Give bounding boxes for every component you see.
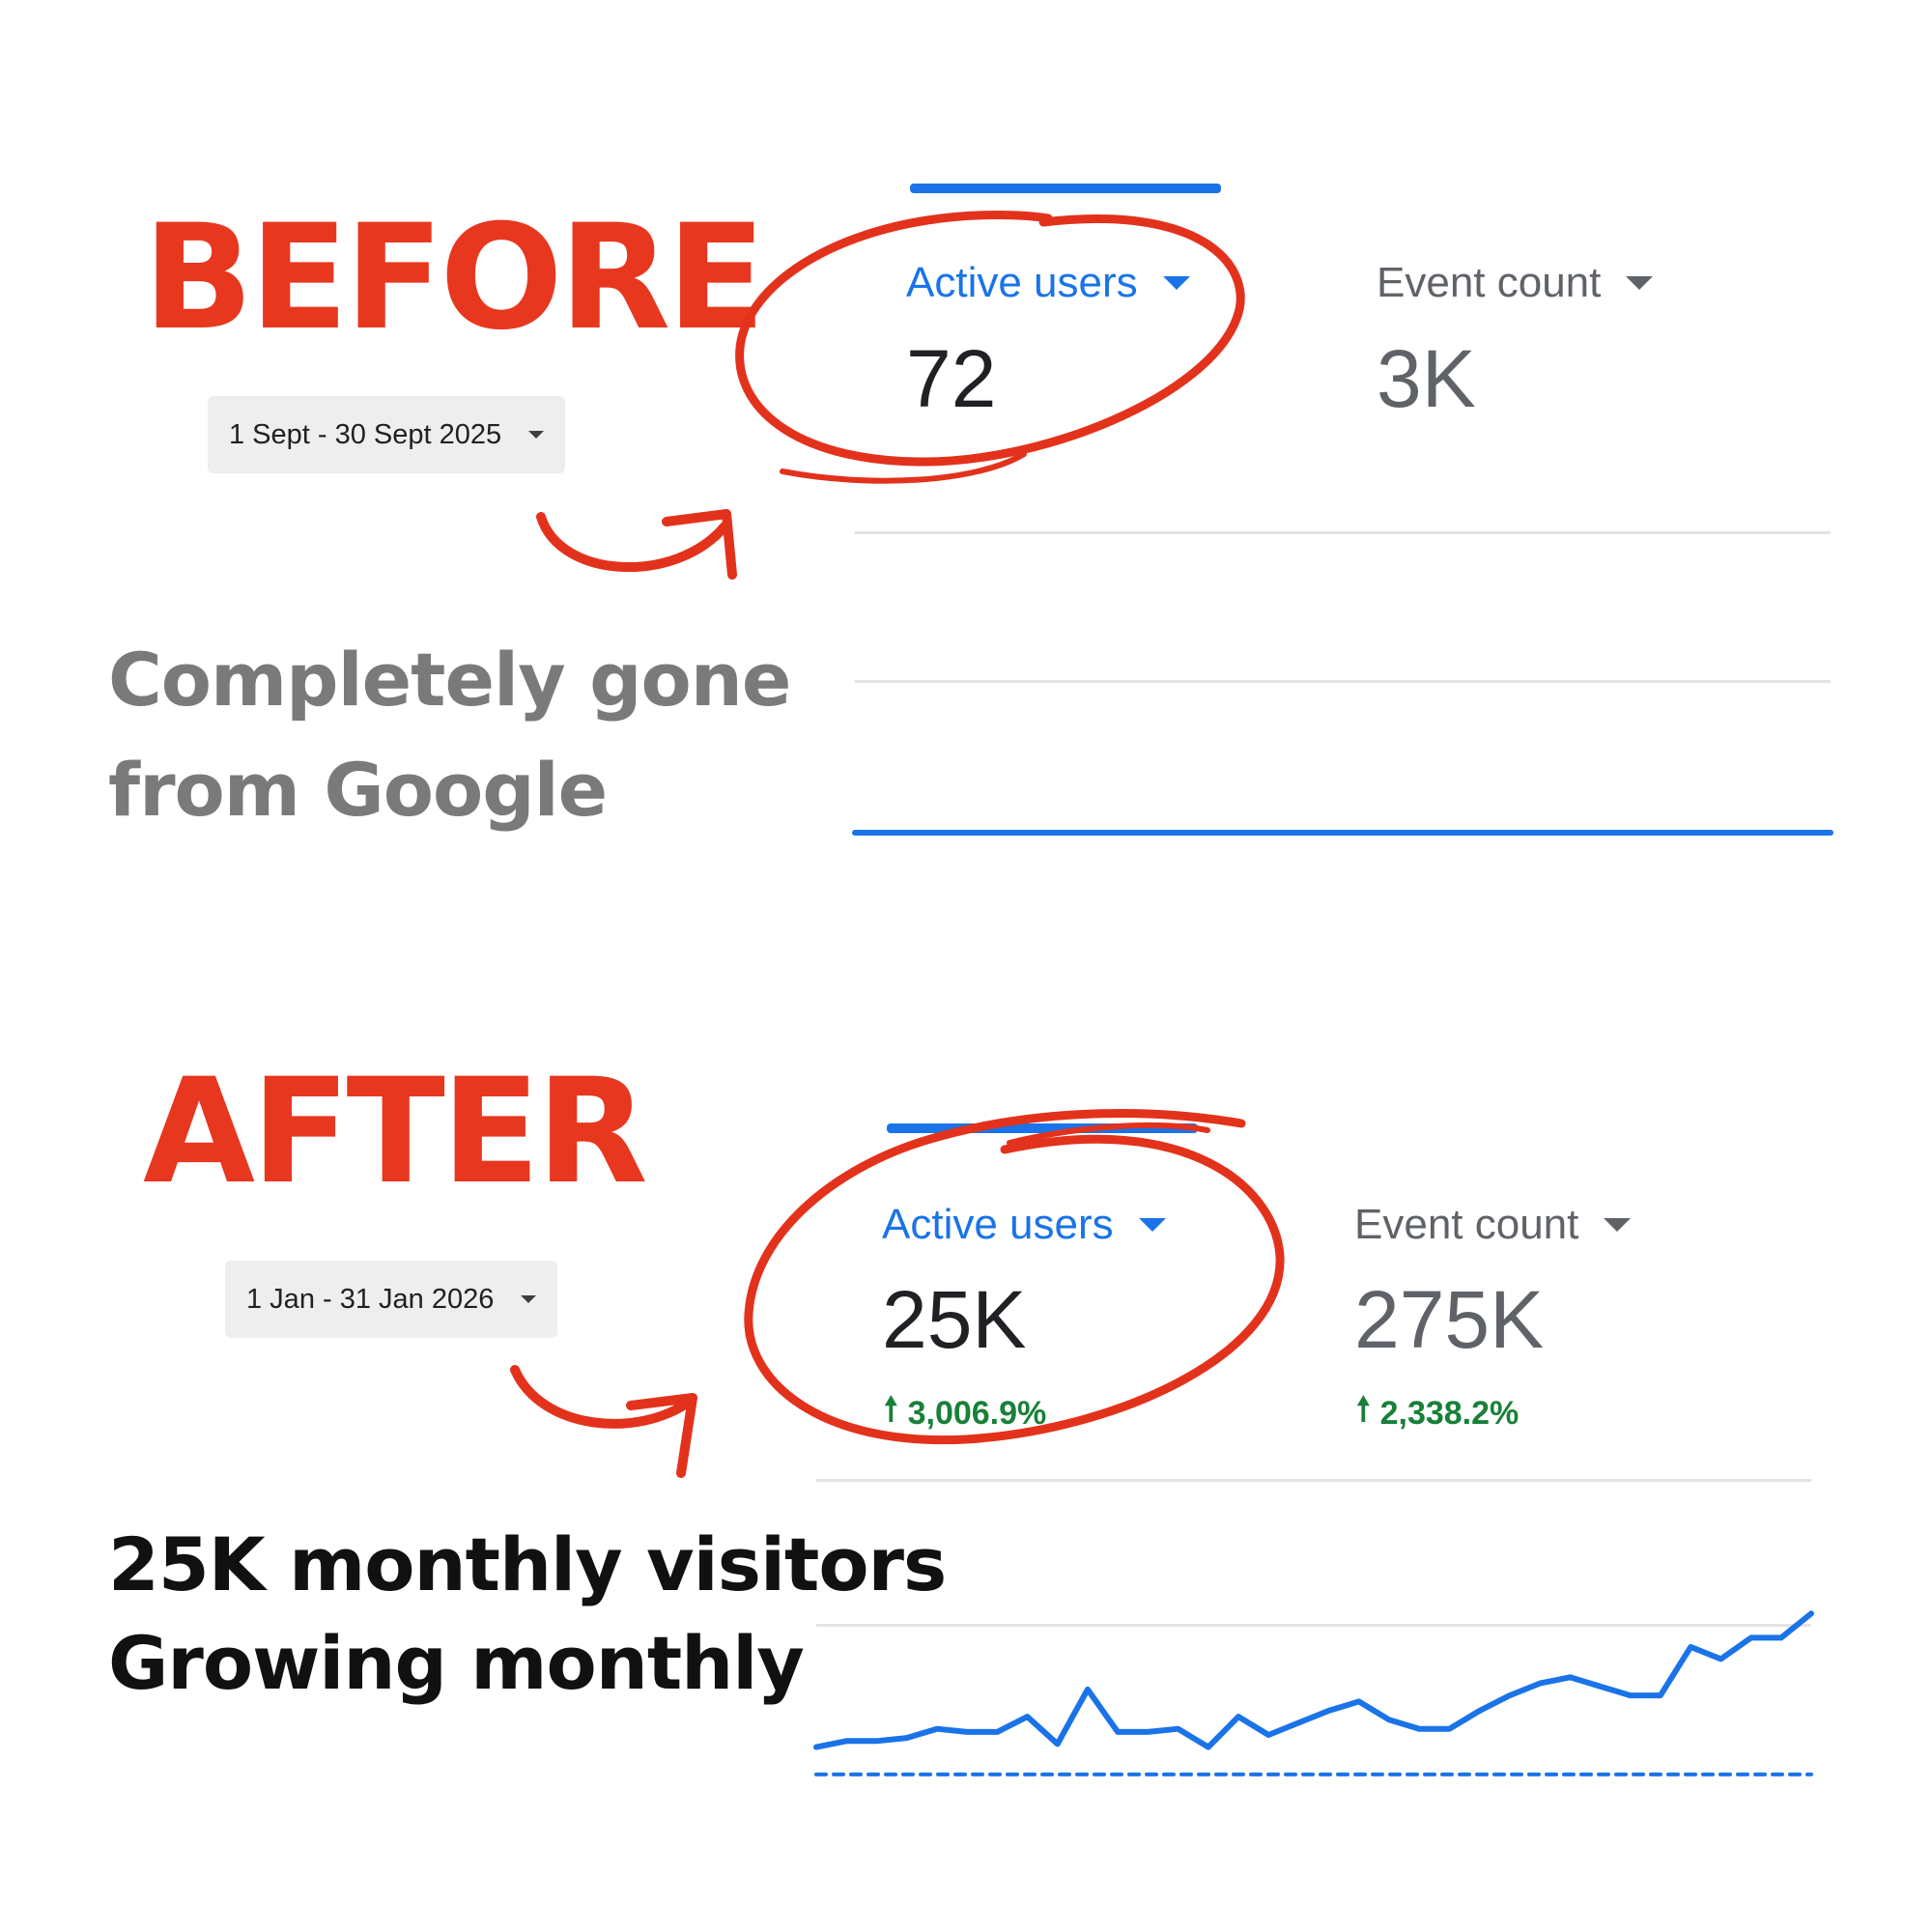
- after-caption-line-1: 25K monthly visitors: [108, 1521, 947, 1607]
- after-caption-line-2: Growing monthly: [108, 1620, 805, 1706]
- chevron-down-icon: [1604, 1218, 1632, 1232]
- curved-arrow-icon: [536, 512, 729, 573]
- circle-annotation: [780, 451, 1027, 484]
- after-date-range-selector[interactable]: 1 Jan - 31 Jan 2026: [225, 1261, 558, 1338]
- after-active-users-change: 🠕 3,006.9%: [884, 1386, 1046, 1441]
- metric-label: Event count: [1354, 1201, 1579, 1248]
- arrow-up-icon: 🠕: [884, 1391, 898, 1428]
- chevron-down-icon: [1626, 276, 1654, 290]
- after-series-line: [813, 1610, 1814, 1750]
- after-active-users-tab[interactable]: Active users: [882, 1201, 1166, 1249]
- curved-arrow-icon: [510, 1365, 696, 1429]
- after-headline: AFTER: [143, 1048, 648, 1216]
- before-headline: BEFORE: [143, 194, 766, 362]
- date-range-label: 1 Jan - 31 Jan 2026: [246, 1283, 495, 1315]
- date-range-label: 1 Sept - 30 Sept 2025: [229, 418, 502, 450]
- before-chart-gridline: [855, 680, 1831, 683]
- metric-label: Active users: [882, 1201, 1114, 1248]
- chevron-down-icon: [1162, 276, 1190, 290]
- chevron-down-icon: [1138, 1218, 1166, 1232]
- after-chart-gridline: [816, 1479, 1811, 1482]
- change-percentage: 3,006.9%: [907, 1395, 1047, 1432]
- after-active-users-value: 25K: [882, 1274, 1027, 1365]
- chevron-down-icon: [528, 431, 545, 439]
- curved-arrow-icon: [662, 509, 737, 580]
- metric-label: Event count: [1377, 259, 1602, 306]
- chevron-down-icon: [521, 1295, 537, 1303]
- circle-annotation: [744, 1109, 1285, 1445]
- arrow-up-icon: 🠕: [1356, 1391, 1371, 1428]
- before-caption-line-2: from Google: [108, 747, 608, 833]
- before-active-users-tab[interactable]: Active users: [906, 259, 1190, 307]
- after-event-count-tab[interactable]: Event count: [1354, 1201, 1632, 1249]
- curved-arrow-icon: [626, 1393, 697, 1478]
- circle-annotation: [735, 211, 1245, 467]
- after-event-count-change: 🠕 2,338.2%: [1356, 1386, 1519, 1441]
- before-chart-gridline: [855, 531, 1831, 534]
- before-event-count-tab[interactable]: Event count: [1377, 259, 1654, 307]
- after-chart-gridline: [816, 1624, 1811, 1627]
- before-caption-line-1: Completely gone: [108, 637, 791, 723]
- before-active-users-value: 72: [906, 333, 997, 424]
- after-event-count-value: 275K: [1354, 1274, 1545, 1365]
- change-percentage: 2,338.2%: [1379, 1395, 1520, 1432]
- before-active-tab-indicator: [910, 184, 1221, 193]
- before-date-range-selector[interactable]: 1 Sept - 30 Sept 2025: [208, 396, 566, 473]
- before-event-count-value: 3K: [1377, 333, 1476, 424]
- circle-annotation: [1007, 1122, 1210, 1146]
- metric-label: Active users: [906, 259, 1138, 306]
- after-active-tab-indicator: [887, 1123, 1198, 1133]
